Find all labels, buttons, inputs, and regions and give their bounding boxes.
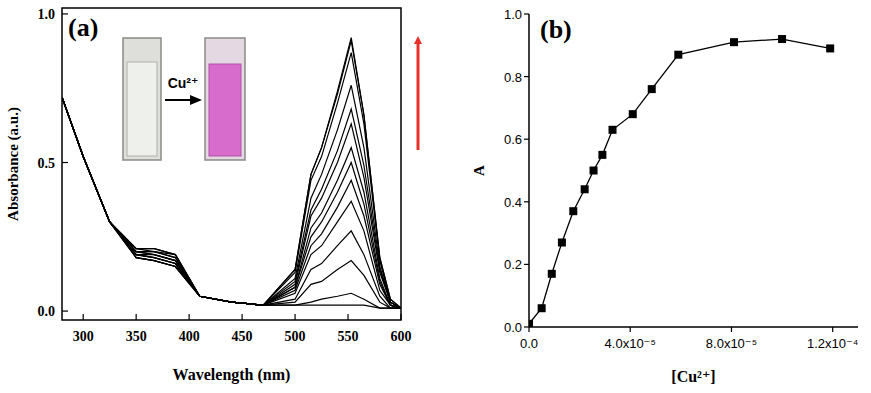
y-tick-label: 0.8 xyxy=(504,70,522,85)
x-tick-label: 400 xyxy=(179,329,200,344)
x-tick xyxy=(136,314,137,320)
x-tick xyxy=(832,327,833,332)
y-tick xyxy=(524,326,529,327)
series-line xyxy=(62,97,401,308)
y-tick-label: 0.2 xyxy=(504,257,522,272)
series-line xyxy=(62,97,401,308)
x-tick xyxy=(83,314,84,320)
series-line xyxy=(62,97,401,308)
plot-area xyxy=(529,35,834,327)
data-point xyxy=(590,167,598,175)
data-point xyxy=(558,238,566,246)
y-tick-label: 0.6 xyxy=(504,132,522,147)
cuvette-pink xyxy=(205,38,245,160)
data-point xyxy=(730,38,738,46)
x-tick xyxy=(630,327,631,332)
x-tick xyxy=(347,314,348,320)
x-tick-label: 600 xyxy=(391,329,412,344)
y-tick xyxy=(524,139,529,140)
cuvette-clear xyxy=(123,38,161,160)
x-axis xyxy=(529,326,858,328)
x-tick-label: 500 xyxy=(285,329,306,344)
series-line xyxy=(62,97,401,308)
y-tick-label: 0.5 xyxy=(38,156,56,171)
x-tick-label: 350 xyxy=(126,329,147,344)
x-tick xyxy=(400,314,401,320)
panel-0: Cu²⁺ 300 350 400 450 500 550 600 0.0 0.5 1.0 Wavele… xyxy=(5,7,418,384)
y-tick xyxy=(524,13,529,14)
x-tick-label: 300 xyxy=(73,329,94,344)
series-line xyxy=(62,97,401,308)
y-tick xyxy=(62,162,68,163)
data-point xyxy=(548,270,556,278)
panel-letter: (a) xyxy=(68,13,98,42)
x-tick xyxy=(294,314,295,320)
plot-frame xyxy=(62,8,401,320)
x-tick xyxy=(528,327,529,332)
y-tick xyxy=(524,201,529,202)
x-tick-label: 550 xyxy=(338,329,359,344)
figure: Cu²⁺ 300 350 400 450 500 550 600 0.0 0.5 1.0 Wavele… xyxy=(0,0,871,393)
series-line xyxy=(62,85,401,308)
series-line xyxy=(62,97,401,308)
y-tick xyxy=(524,264,529,265)
x-tick xyxy=(241,314,242,320)
data-point xyxy=(826,44,834,52)
y-tick-label: 1.0 xyxy=(38,7,56,22)
x-tick-label: 4.0x10⁻⁵ xyxy=(605,336,656,351)
increase-arrow xyxy=(417,40,420,150)
x-axis-title: [Cu²⁺] xyxy=(671,368,715,385)
data-point xyxy=(538,304,546,312)
series-line xyxy=(62,41,401,308)
series-line xyxy=(62,38,401,308)
y-tick-label: 1.0 xyxy=(504,7,522,22)
y-axis xyxy=(528,14,530,327)
data-point xyxy=(581,185,589,193)
x-tick-label: 1.2x10⁻⁴ xyxy=(807,336,858,351)
y-tick xyxy=(62,310,68,311)
y-axis-title: A xyxy=(471,165,487,176)
plot-area xyxy=(62,38,401,308)
y-tick-label: 0.0 xyxy=(504,320,522,335)
series-line xyxy=(62,53,401,309)
y-tick-label: 0.4 xyxy=(504,195,522,210)
panel-letter: (b) xyxy=(540,15,572,44)
x-tick-label: 450 xyxy=(232,329,253,344)
series-line xyxy=(62,97,401,308)
cuvette-liquid xyxy=(127,62,157,156)
data-point xyxy=(569,207,577,215)
data-point xyxy=(629,110,637,118)
panel-1: 0.0 4.0x10⁻⁵ 8.0x10⁻⁵ 1.2x10⁻⁴ 0.0 0.2 0.4 0.6 0… xyxy=(471,7,858,385)
x-tick xyxy=(731,327,732,332)
y-axis-title: Absorbance (a.u.) xyxy=(5,107,22,221)
data-point xyxy=(609,126,617,134)
series-line xyxy=(529,39,830,324)
data-point xyxy=(674,51,682,59)
cuvette-liquid xyxy=(209,64,241,156)
data-point xyxy=(778,35,786,43)
series-line xyxy=(62,97,401,308)
annotation: Cu²⁺ xyxy=(168,75,199,91)
x-tick xyxy=(189,314,190,320)
data-point xyxy=(648,85,656,93)
y-tick xyxy=(524,76,529,77)
data-point xyxy=(598,151,606,159)
x-tick-label: 8.0x10⁻⁵ xyxy=(706,336,757,351)
series-line xyxy=(62,97,401,308)
inset: Cu²⁺ xyxy=(123,38,245,160)
series-line xyxy=(62,97,401,308)
x-tick-label: 0.0 xyxy=(520,336,538,351)
reaction-arrow xyxy=(165,99,200,101)
y-tick-label: 0.0 xyxy=(38,304,56,319)
x-axis-title: Wavelength (nm) xyxy=(173,366,291,384)
